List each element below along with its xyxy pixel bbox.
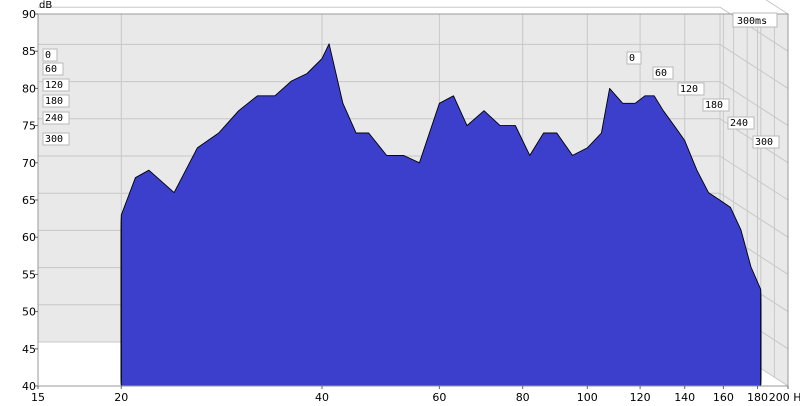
time-tick-left: 60 xyxy=(45,64,57,75)
time-max-label: 300ms xyxy=(737,16,767,27)
x-tick-label: 200 Hz xyxy=(769,391,800,404)
x-tick-label: 20 xyxy=(114,391,128,404)
y-tick-label: 75 xyxy=(22,120,36,133)
y-axis-ticks: 90 85 80 75 70 65 60 55 50 45 40 xyxy=(22,8,38,393)
time-tick-box-right xyxy=(626,51,642,65)
time-tick-box-left xyxy=(42,132,70,146)
time-tick-right: 180 xyxy=(705,100,723,111)
time-axis-right: 0 60 120 180 240 300 xyxy=(626,51,780,149)
time-axis-left: 0 60 120 180 240 300 xyxy=(42,48,70,146)
time-tick-box-left xyxy=(42,111,70,125)
y-axis-unit-label: dB xyxy=(39,0,52,11)
time-tick-left: 180 xyxy=(45,96,63,107)
time-max-label-box xyxy=(732,12,778,28)
x-tick-label: 80 xyxy=(516,391,530,404)
decay-slice-area xyxy=(120,43,762,386)
time-tick-right: 120 xyxy=(680,84,698,95)
y-tick-label: 45 xyxy=(22,343,36,356)
grid-line-side xyxy=(719,155,789,201)
x-tick-label: 160 xyxy=(713,391,734,404)
decay-slices xyxy=(120,43,762,386)
grid-line-side xyxy=(765,0,789,15)
time-tick-left: 300 xyxy=(45,134,63,145)
x-tick-label: 60 xyxy=(432,391,446,404)
time-tick-box-right xyxy=(652,66,674,80)
grid-line-side xyxy=(719,81,789,127)
x-tick-label: 100 xyxy=(577,391,598,404)
y-tick-label: 70 xyxy=(22,157,36,170)
time-tick-left: 240 xyxy=(45,113,63,124)
x-tick-label: 15 xyxy=(31,391,45,404)
y-tick-label: 80 xyxy=(22,82,36,95)
x-tick-label: 140 xyxy=(674,391,695,404)
time-tick-left: 0 xyxy=(45,50,51,61)
decay-slice xyxy=(120,43,762,386)
time-tick-box-left xyxy=(42,78,70,92)
y-tick-label: 90 xyxy=(22,8,36,21)
grid-line-side xyxy=(719,6,789,52)
time-tick-box-right xyxy=(702,98,730,112)
time-tick-left: 120 xyxy=(45,80,63,91)
y-tick-label: 40 xyxy=(22,380,36,393)
grid-line-side xyxy=(719,43,789,89)
time-tick-right: 240 xyxy=(730,118,748,129)
time-tick-box-left xyxy=(42,94,70,108)
x-tick-label: 120 xyxy=(630,391,651,404)
x-tick-label: 180 xyxy=(747,391,768,404)
time-tick-box-left xyxy=(42,48,58,62)
time-tick-box-right xyxy=(677,82,705,96)
time-tick-box-right xyxy=(727,116,755,130)
time-tick-right: 0 xyxy=(629,53,635,64)
y-tick-label: 50 xyxy=(22,306,36,319)
time-tick-right: 60 xyxy=(655,68,667,79)
y-tick-label: 55 xyxy=(22,268,36,281)
time-tick-box-left xyxy=(42,62,64,76)
y-tick-label: 65 xyxy=(22,194,36,207)
time-tick-right: 300 xyxy=(755,137,773,148)
x-tick-label: 40 xyxy=(315,391,329,404)
y-tick-label: 60 xyxy=(22,231,36,244)
time-tick-box-right xyxy=(752,135,780,149)
grid-line-side xyxy=(719,192,789,238)
y-tick-label: 85 xyxy=(22,45,36,58)
